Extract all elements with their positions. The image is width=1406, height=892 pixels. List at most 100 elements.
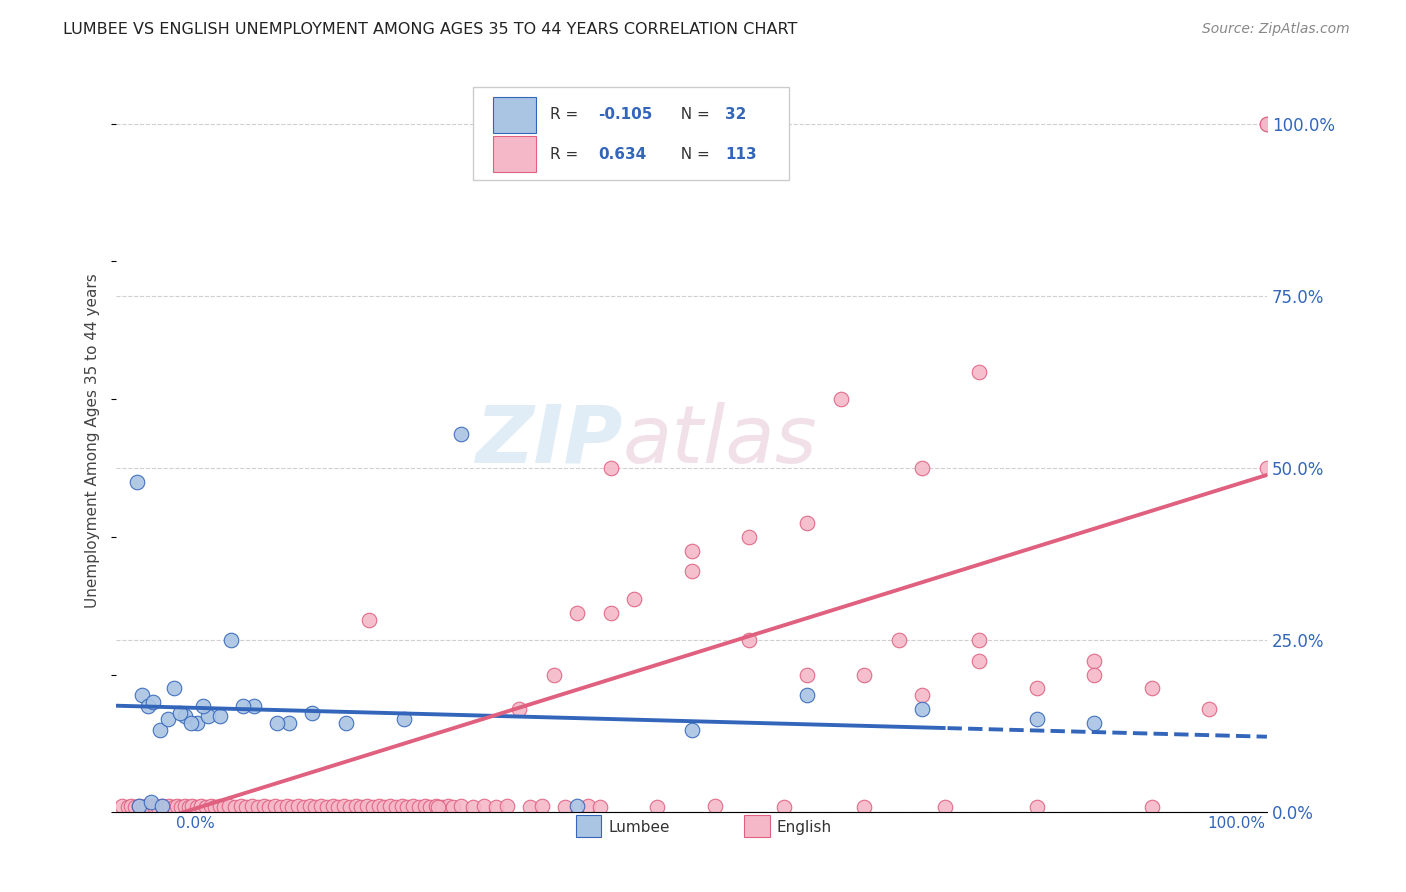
Point [344, 798, 367, 813]
Point [408, 800, 430, 814]
Text: Lumbee: Lumbee [607, 821, 669, 835]
Point [419, 800, 441, 814]
Point [772, 800, 794, 814]
Point [887, 633, 910, 648]
Text: LUMBEE VS ENGLISH UNEMPLOYMENT AMONG AGES 35 TO 44 YEARS CORRELATION CHART: LUMBEE VS ENGLISH UNEMPLOYMENT AMONG AGE… [63, 22, 797, 37]
Text: Source: ZipAtlas.com: Source: ZipAtlas.com [1202, 22, 1350, 37]
Point [304, 800, 326, 814]
Point [911, 461, 934, 475]
Point [361, 800, 384, 814]
Point [252, 798, 274, 813]
Point [485, 800, 508, 814]
Point [378, 798, 401, 813]
Point [142, 695, 165, 709]
Text: ZIP: ZIP [475, 401, 623, 480]
Point [232, 698, 254, 713]
Point [243, 698, 266, 713]
Point [413, 798, 436, 813]
Text: English: English [776, 821, 832, 835]
Point [1256, 117, 1278, 131]
Point [132, 800, 155, 814]
Point [373, 800, 395, 814]
Point [195, 800, 218, 814]
Text: N =: N = [671, 146, 714, 161]
Point [474, 798, 496, 813]
Point [157, 713, 180, 727]
Point [335, 715, 357, 730]
Point [461, 800, 484, 814]
Point [259, 800, 281, 814]
Point [623, 591, 645, 606]
Point [181, 798, 204, 813]
Point [350, 800, 373, 814]
Point [190, 798, 212, 813]
Point [967, 654, 990, 668]
Point [385, 800, 408, 814]
Y-axis label: Unemployment Among Ages 35 to 44 years: Unemployment Among Ages 35 to 44 years [86, 273, 100, 607]
Point [287, 798, 309, 813]
Point [186, 800, 208, 814]
Point [180, 715, 202, 730]
Point [359, 613, 381, 627]
Point [1025, 800, 1047, 814]
Point [170, 800, 193, 814]
Point [681, 543, 703, 558]
Point [402, 798, 425, 813]
Point [1140, 800, 1163, 814]
Point [309, 798, 332, 813]
Point [738, 633, 761, 648]
Point [281, 800, 304, 814]
Point [1025, 681, 1047, 696]
Point [392, 713, 415, 727]
Point [911, 689, 934, 703]
Point [214, 800, 236, 814]
Point [221, 633, 243, 648]
Point [436, 798, 458, 813]
Text: 113: 113 [725, 146, 756, 161]
Point [934, 800, 956, 814]
Point [264, 798, 287, 813]
Point [218, 798, 240, 813]
Point [143, 798, 166, 813]
Text: N =: N = [671, 107, 714, 122]
Point [328, 800, 350, 814]
Point [967, 365, 990, 379]
Point [1083, 715, 1105, 730]
Point [277, 715, 299, 730]
Point [120, 798, 142, 813]
Point [1140, 681, 1163, 696]
Point [425, 798, 447, 813]
Point [396, 800, 419, 814]
Point [530, 798, 553, 813]
Text: 0.634: 0.634 [599, 146, 647, 161]
Point [270, 800, 292, 814]
Point [600, 606, 623, 620]
Point [266, 715, 288, 730]
Point [117, 800, 139, 814]
Point [146, 800, 169, 814]
Point [138, 698, 160, 713]
Point [166, 798, 188, 813]
Point [139, 795, 162, 809]
Point [681, 565, 703, 579]
Point [681, 723, 703, 737]
Point [588, 800, 610, 814]
Point [229, 798, 252, 813]
Point [543, 667, 565, 681]
Point [450, 798, 472, 813]
Point [240, 798, 263, 813]
Point [235, 800, 257, 814]
Point [565, 606, 588, 620]
Point [738, 530, 761, 544]
Point [186, 715, 208, 730]
Point [131, 689, 153, 703]
Point [174, 709, 197, 723]
Point [177, 800, 200, 814]
Point [796, 667, 818, 681]
FancyBboxPatch shape [472, 87, 789, 180]
Point [169, 706, 191, 720]
Point [197, 709, 219, 723]
Point [450, 426, 472, 441]
Point [565, 798, 588, 813]
Point [1083, 654, 1105, 668]
